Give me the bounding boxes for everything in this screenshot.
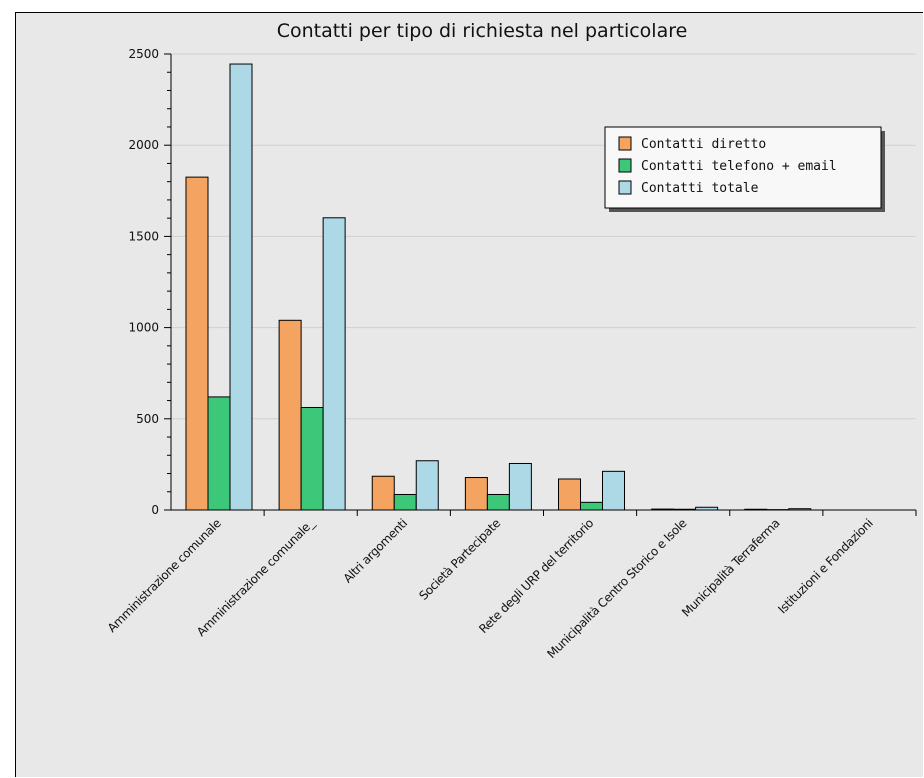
bar	[230, 64, 252, 510]
y-tick-label: 0	[151, 503, 159, 517]
chart-frame: Contatti per tipo di richiesta nel parti…	[15, 12, 923, 777]
x-tick-label: Municipalità Terraferma	[679, 516, 782, 619]
y-tick-label: 2500	[128, 47, 159, 61]
bar	[372, 476, 394, 510]
y-tick-label: 500	[136, 412, 159, 426]
legend-label: Contatti diretto	[641, 137, 766, 152]
bar	[279, 320, 301, 510]
y-tick-label: 1000	[128, 321, 159, 335]
bar	[603, 471, 625, 510]
y-tick-label: 1500	[128, 229, 159, 243]
bar	[416, 461, 438, 510]
chart-title: Contatti per tipo di richiesta nel parti…	[277, 20, 688, 42]
bar	[186, 177, 208, 510]
legend-swatch	[619, 159, 631, 172]
x-tick-label: Altri argomenti	[341, 516, 410, 585]
legend: Contatti diretto Contatti telefono + emai…	[605, 127, 885, 212]
bar	[509, 463, 531, 510]
legend-label: Contatti telefono + email	[641, 159, 837, 174]
x-axis-ticks: Amministrazione comunaleAmministrazione …	[105, 510, 916, 661]
bar	[208, 397, 230, 510]
legend-label: Contatti totale	[641, 181, 759, 196]
legend-swatch	[619, 137, 631, 150]
legend-swatch	[619, 181, 631, 194]
bar	[301, 407, 323, 510]
bar	[394, 494, 416, 510]
bar	[487, 494, 509, 510]
bar-chart: Contatti per tipo di richiesta nel parti…	[16, 13, 924, 778]
bar	[323, 218, 345, 510]
x-tick-label: Istituzioni e Fondazioni	[775, 516, 875, 616]
bar	[581, 502, 603, 510]
y-tick-label: 2000	[128, 138, 159, 152]
bar	[465, 478, 487, 510]
bar	[559, 479, 581, 510]
y-axis-ticks: 0 500 1000 1500 2000 2500	[128, 47, 171, 517]
x-tick-label: Società Partecipate	[416, 516, 503, 603]
